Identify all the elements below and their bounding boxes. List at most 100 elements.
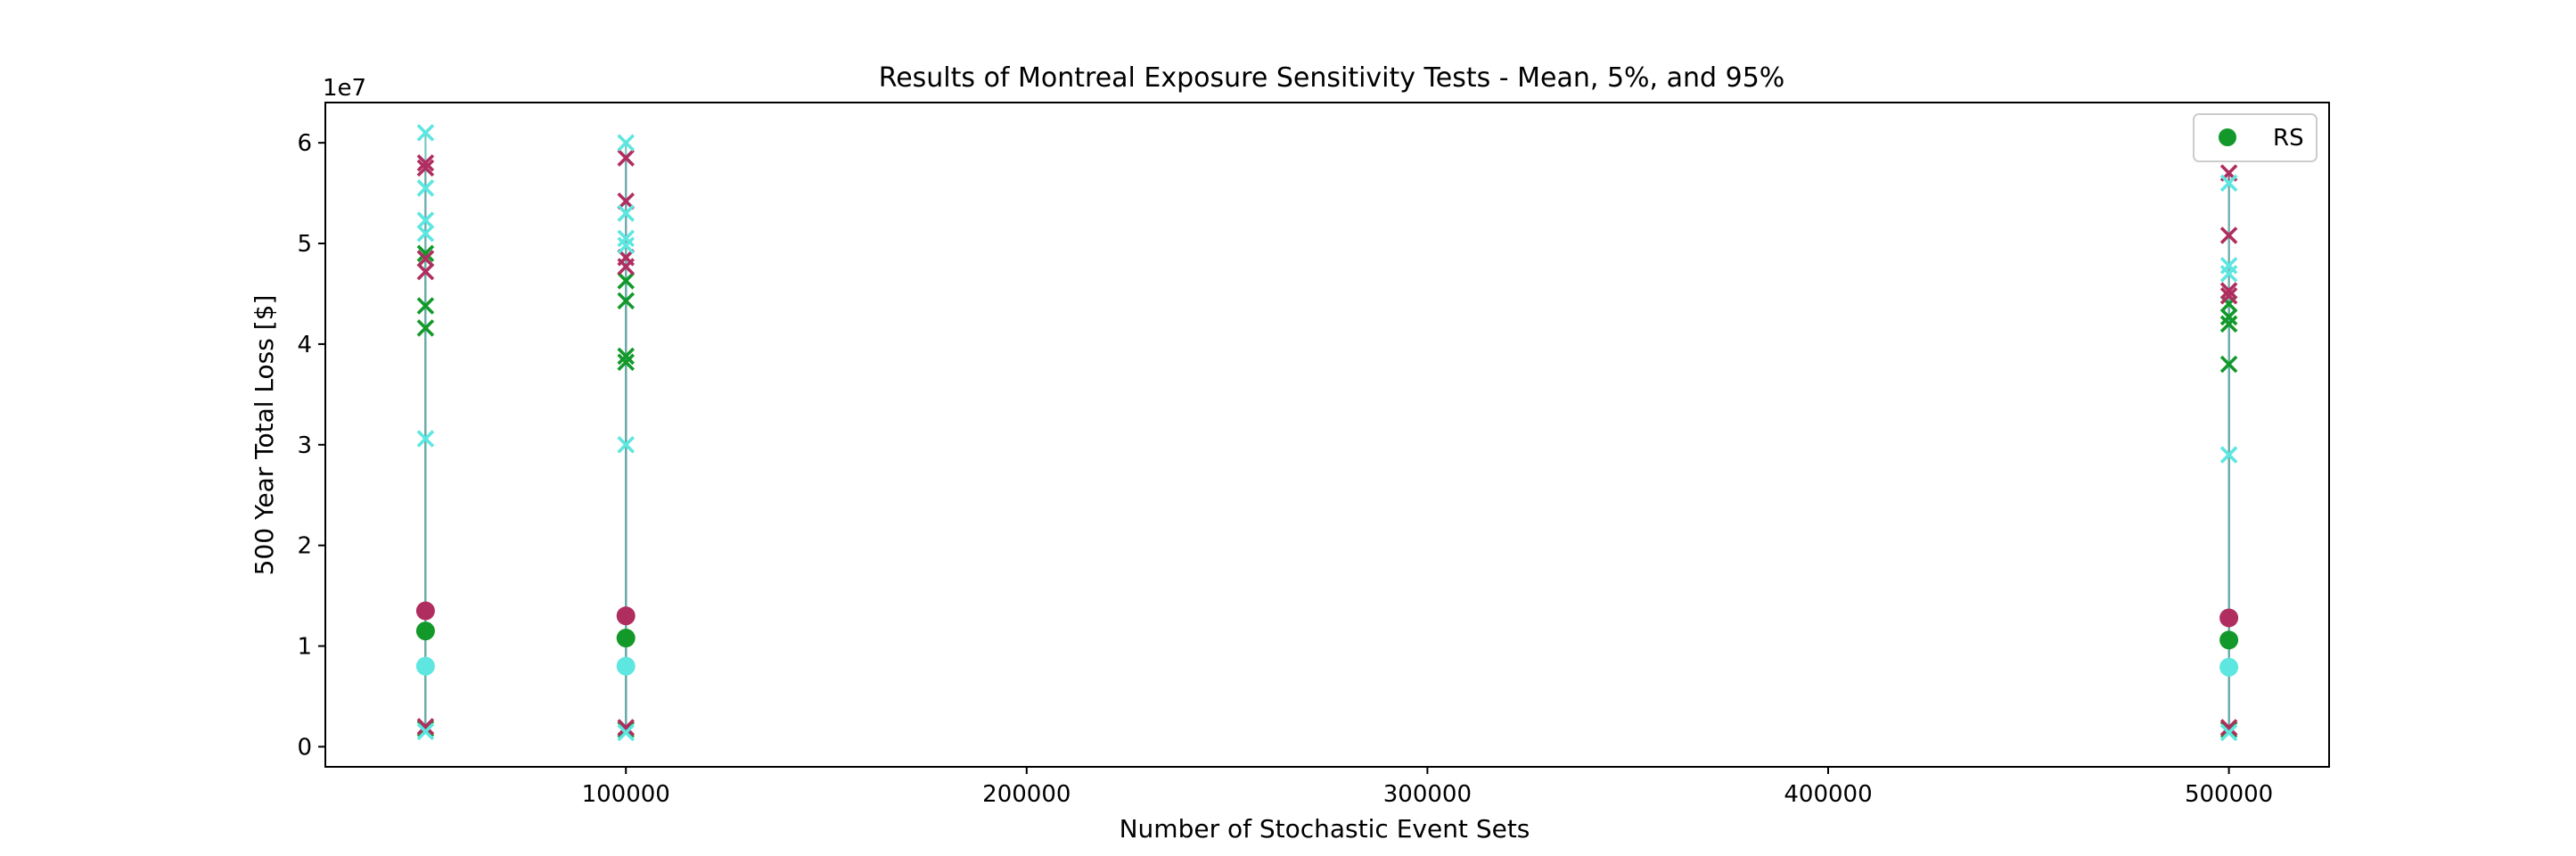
x-tick-label: 400000 <box>1784 781 1872 808</box>
percentile-marker <box>2219 446 2238 464</box>
percentile-marker-stroke <box>2219 355 2238 374</box>
percentile-marker-stroke <box>2219 282 2238 300</box>
percentile-marker-stroke <box>416 430 435 448</box>
percentile-marker-stroke <box>416 250 435 268</box>
percentile-marker <box>617 229 635 248</box>
percentile-marker <box>416 224 435 243</box>
percentile-marker-stroke <box>617 236 635 255</box>
percentile-marker-stroke <box>2219 308 2238 326</box>
percentile-marker-stroke <box>2219 226 2238 244</box>
data-layer <box>415 124 2239 742</box>
percentile-marker <box>416 319 435 337</box>
percentile-marker <box>416 250 435 268</box>
percentile-marker-stroke <box>617 134 635 152</box>
percentile-marker-stroke <box>416 211 435 229</box>
x-tick-label: 200000 <box>982 781 1071 808</box>
percentile-marker-stroke <box>617 723 635 742</box>
percentile-marker <box>2219 355 2238 374</box>
percentile-marker-stroke <box>416 722 435 741</box>
legend-box <box>2193 113 2318 162</box>
mean-marker <box>2219 630 2239 650</box>
percentile-marker-stroke <box>617 719 635 737</box>
legend-marker <box>2219 128 2236 146</box>
percentile-marker <box>617 436 635 454</box>
percentile-marker-stroke <box>617 292 635 310</box>
percentile-marker <box>416 211 435 229</box>
percentile-marker-stroke <box>416 159 435 177</box>
percentile-marker <box>2219 719 2238 737</box>
percentile-marker-stroke <box>2219 719 2238 737</box>
percentile-marker-stroke <box>617 436 635 454</box>
x-tick-label: 100000 <box>582 781 670 808</box>
y-axis: 0 1 2 3 4 5 6 <box>297 130 325 761</box>
percentile-marker <box>617 292 635 310</box>
percentile-marker <box>2219 286 2238 305</box>
mean-marker <box>2219 657 2239 677</box>
percentile-marker <box>617 258 635 276</box>
plot-frame <box>324 102 2330 768</box>
mean-marker <box>616 656 636 676</box>
percentile-marker-stroke <box>2219 265 2238 283</box>
y-tick-label: 3 <box>297 432 312 459</box>
percentile-marker-stroke <box>416 244 435 263</box>
percentile-marker-stroke <box>416 124 435 142</box>
legend-label: RS <box>2273 125 2304 152</box>
percentile-marker <box>416 722 435 741</box>
y-tick-label: 4 <box>297 332 312 358</box>
mean-marker <box>415 601 435 621</box>
y-tick-label: 2 <box>297 533 312 560</box>
x-axis-label: Number of Stochastic Event Sets <box>1120 814 1530 844</box>
percentile-marker <box>416 153 435 172</box>
x-tick-label: 500000 <box>2185 781 2273 808</box>
x-axis: 100000 200000 300000 400000 500000 <box>582 767 2273 808</box>
percentile-marker <box>2219 315 2238 333</box>
percentile-marker <box>416 718 435 736</box>
percentile-marker-stroke <box>2219 286 2238 305</box>
percentile-marker-stroke <box>617 204 635 222</box>
percentile-marker-stroke <box>416 224 435 243</box>
percentile-marker-stroke <box>2219 315 2238 333</box>
y-offset-label: 1e7 <box>323 75 366 102</box>
percentile-marker-stroke <box>416 262 435 281</box>
percentile-marker <box>617 204 635 222</box>
percentile-marker <box>617 353 635 372</box>
percentile-marker-stroke <box>617 347 635 366</box>
percentile-marker <box>416 262 435 281</box>
percentile-marker <box>2219 226 2238 244</box>
percentile-marker <box>416 297 435 315</box>
percentile-marker-stroke <box>617 149 635 167</box>
y-tick-label: 1 <box>297 634 312 661</box>
chart-title: Results of Montreal Exposure Sensitivity… <box>879 62 1785 94</box>
mean-marker <box>616 606 636 626</box>
y-tick-label: 0 <box>297 734 312 761</box>
percentile-marker <box>416 179 435 197</box>
percentile-marker <box>416 430 435 448</box>
percentile-marker <box>2219 308 2238 326</box>
percentile-marker <box>617 272 635 290</box>
mean-marker <box>2219 608 2239 628</box>
y-tick-label: 5 <box>297 231 312 258</box>
percentile-marker <box>416 244 435 263</box>
percentile-marker <box>416 124 435 142</box>
percentile-marker <box>2219 174 2238 193</box>
percentile-marker-stroke <box>416 153 435 172</box>
percentile-marker <box>617 236 635 255</box>
percentile-marker-stroke <box>617 353 635 372</box>
percentile-marker-stroke <box>617 272 635 290</box>
percentile-marker-stroke <box>416 179 435 197</box>
percentile-marker <box>617 723 635 742</box>
mean-marker <box>415 621 435 641</box>
percentile-marker <box>2219 265 2238 283</box>
percentile-marker <box>2219 723 2238 742</box>
percentile-marker-stroke <box>416 319 435 337</box>
x-tick-label: 300000 <box>1383 781 1472 808</box>
percentile-marker-stroke <box>416 297 435 315</box>
percentile-marker-stroke <box>617 258 635 276</box>
percentile-marker <box>617 149 635 167</box>
y-tick-label: 6 <box>297 130 312 157</box>
percentile-marker-stroke <box>2219 446 2238 464</box>
percentile-marker <box>617 347 635 366</box>
mean-marker <box>415 656 435 676</box>
percentile-marker <box>617 719 635 737</box>
